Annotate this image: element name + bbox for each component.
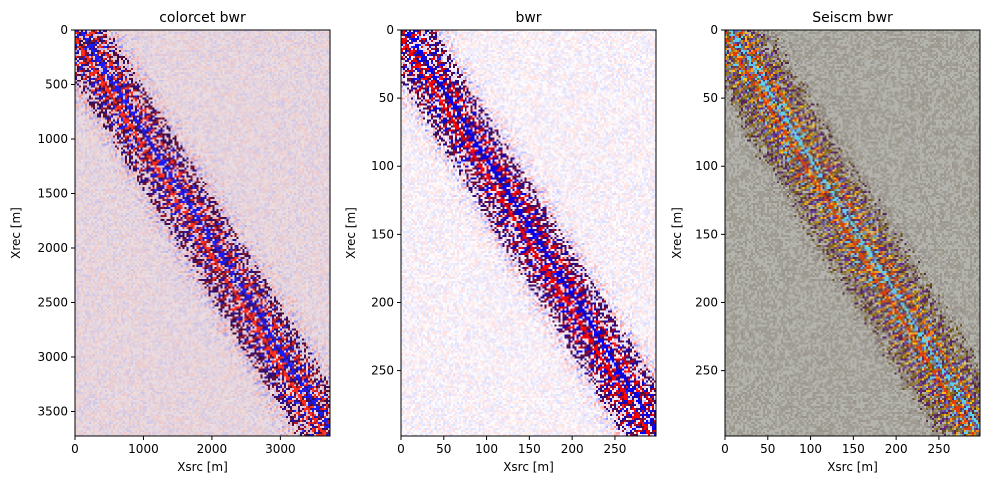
y-tick-label: 2000 [37, 241, 68, 255]
x-axis-label: Xsrc [m] [503, 460, 554, 474]
y-tick-label: 3000 [37, 350, 68, 364]
y-tick-label: 0 [386, 23, 394, 37]
x-tick-label: 250 [603, 442, 626, 456]
x-tick-label: 250 [927, 442, 950, 456]
x-tick-label: 0 [721, 442, 729, 456]
y-tick-label: 2500 [37, 295, 68, 309]
heatmap-image [725, 30, 980, 436]
x-tick-label: 1000 [128, 442, 159, 456]
x-tick-label: 150 [518, 442, 541, 456]
y-tick-label: 250 [371, 364, 394, 378]
y-axis-label: Xrec [m] [9, 207, 23, 259]
y-tick-label: 50 [379, 91, 394, 105]
y-tick-label: 500 [45, 77, 68, 91]
x-tick-label: 0 [71, 442, 79, 456]
y-tick-label: 50 [703, 91, 718, 105]
y-axis-label: Xrec [m] [344, 207, 358, 259]
y-tick-label: 100 [371, 159, 394, 173]
heatmap-image [401, 30, 656, 436]
x-tick-label: 150 [842, 442, 865, 456]
y-tick-label: 250 [695, 364, 718, 378]
x-axis-label: Xsrc [m] [827, 460, 878, 474]
x-axis-label: Xsrc [m] [177, 460, 228, 474]
x-tick-label: 2000 [197, 442, 228, 456]
x-tick-label: 200 [561, 442, 584, 456]
chart-title: Seiscm bwr [812, 10, 893, 26]
y-tick-label: 150 [371, 227, 394, 241]
chart-panel-2: bwr 0 50 100 150 200 250 0 50 100 150 200 250 Xsrc [m… [344, 10, 657, 474]
plot-frame [400, 29, 657, 437]
y-axis-label: Xrec [m] [670, 207, 684, 259]
y-tick-label: 1500 [37, 186, 68, 200]
chart-title: bwr [515, 10, 541, 26]
heatmap-image [75, 30, 330, 436]
y-tick-label: 150 [695, 227, 718, 241]
y-tick-label: 200 [695, 295, 718, 309]
x-tick-label: 50 [436, 442, 451, 456]
y-tick-label: 0 [60, 23, 68, 37]
y-tick-label: 200 [371, 295, 394, 309]
y-tick-label: 0 [710, 23, 718, 37]
chart-panel-3: Seiscm bwr 0 50 100 150 200 250 0 50 100 150 200 250… [670, 10, 981, 474]
y-tick-label: 1000 [37, 132, 68, 146]
x-tick-label: 0 [397, 442, 405, 456]
chart-panel-1: colorcet bwr 0 1000 2000 3000 0 500 1000 1500 200… [9, 10, 331, 474]
chart-title: colorcet bwr [159, 10, 246, 26]
x-tick-label: 3000 [265, 442, 296, 456]
x-tick-label: 100 [475, 442, 498, 456]
x-tick-label: 100 [799, 442, 822, 456]
x-tick-label: 200 [885, 442, 908, 456]
plot-frame [74, 29, 331, 437]
y-tick-label: 3500 [37, 404, 68, 418]
x-tick-label: 50 [760, 442, 775, 456]
y-tick-label: 100 [695, 159, 718, 173]
plot-frame [724, 29, 981, 437]
